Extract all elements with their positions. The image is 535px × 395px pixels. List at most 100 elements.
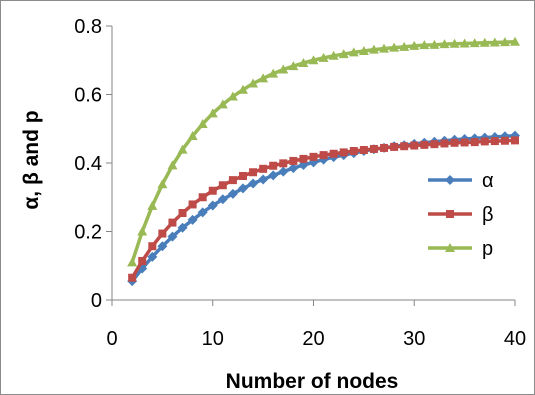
data-point-triangle — [419, 40, 430, 50]
data-point-triangle — [278, 64, 289, 74]
x-tick-label: 40 — [504, 328, 526, 350]
data-point-triangle — [258, 73, 269, 83]
data-point-square — [470, 138, 479, 147]
data-point-square — [450, 138, 459, 147]
legend-item: α — [428, 170, 494, 192]
legend-label: α — [482, 170, 494, 192]
data-point-square — [359, 145, 368, 154]
data-point-square — [289, 156, 298, 165]
series-triangle — [127, 36, 520, 267]
data-point-square — [138, 256, 147, 265]
y-axis-title: α, β and p — [20, 110, 43, 209]
data-point-square — [400, 142, 409, 151]
data-point-square — [128, 273, 137, 282]
x-tick-label: 20 — [302, 328, 324, 350]
data-point-diamond — [167, 231, 178, 242]
data-point-square — [490, 137, 499, 146]
axes: 0 0.2 0.4 0.6 0.8 0 10 20 30 40 — [74, 16, 526, 350]
x-tick-label: 10 — [202, 328, 224, 350]
data-point-square — [299, 154, 308, 163]
data-point-triangle — [137, 226, 148, 236]
data-point-square — [480, 137, 489, 146]
data-point-diamond — [187, 214, 198, 225]
data-point-diamond — [268, 170, 279, 181]
data-point-triangle — [445, 243, 455, 252]
data-point-square — [269, 161, 278, 170]
data-point-triangle — [298, 57, 309, 67]
data-point-square — [430, 140, 439, 149]
y-tick-label: 0.2 — [74, 222, 102, 244]
legend-item: β — [428, 204, 494, 226]
data-point-triangle — [227, 91, 238, 101]
y-tick-label: 0.4 — [74, 153, 102, 175]
data-point-square — [208, 186, 217, 195]
data-point-square — [329, 149, 338, 158]
legend-item: p — [428, 238, 493, 260]
x-tick-label: 30 — [403, 328, 425, 350]
data-point-square — [249, 168, 258, 177]
legend: αβp — [428, 170, 494, 260]
y-tick-label: 0.8 — [74, 16, 102, 38]
data-point-square — [420, 140, 429, 149]
legend-label: β — [482, 204, 494, 226]
data-point-triangle — [248, 78, 259, 88]
x-tick-label: 0 — [106, 328, 117, 350]
data-point-triangle — [167, 160, 178, 170]
data-point-diamond — [248, 178, 259, 189]
data-point-triangle — [368, 44, 379, 54]
data-point-square — [238, 172, 247, 181]
data-point-square — [309, 152, 318, 161]
data-point-square — [440, 139, 449, 148]
data-point-triangle — [308, 55, 319, 65]
data-point-square — [339, 148, 348, 157]
data-point-square — [148, 242, 157, 251]
data-point-square — [380, 143, 389, 152]
data-point-triangle — [288, 61, 299, 71]
data-point-square — [228, 176, 237, 185]
data-point-square — [168, 218, 177, 227]
data-point-square — [279, 159, 288, 168]
data-point-square — [460, 138, 469, 147]
data-point-triangle — [479, 37, 490, 47]
data-point-triangle — [379, 43, 390, 53]
data-point-triangle — [389, 42, 400, 52]
data-point-diamond — [207, 200, 218, 211]
data-point-square — [198, 193, 207, 202]
data-point-square — [178, 209, 187, 218]
data-point-square — [188, 200, 197, 209]
data-point-triangle — [268, 68, 279, 78]
data-point-triangle — [197, 118, 208, 128]
data-point-square — [511, 136, 519, 145]
data-point-triangle — [399, 41, 410, 51]
data-point-diamond — [157, 241, 168, 252]
data-point-square — [158, 229, 167, 238]
data-point-triangle — [358, 46, 369, 56]
data-point-diamond — [258, 174, 269, 185]
data-point-triangle — [207, 108, 218, 118]
data-point-triangle — [409, 40, 420, 50]
data-point-triangle — [439, 39, 450, 49]
data-point-square — [218, 181, 227, 190]
data-point-triangle — [177, 144, 188, 154]
data-point-triangle — [237, 84, 248, 94]
data-point-diamond — [217, 194, 228, 205]
x-axis-title: Number of nodes — [226, 370, 399, 393]
data-point-diamond — [278, 166, 289, 177]
data-point-diamond — [177, 222, 188, 233]
y-tick-label: 0 — [91, 290, 102, 312]
data-point-square — [500, 136, 509, 145]
data-point-diamond — [288, 163, 299, 174]
data-point-triangle — [348, 47, 359, 57]
data-point-triangle — [157, 179, 168, 189]
series-square — [128, 136, 519, 282]
data-point-triangle — [338, 49, 349, 59]
data-point-square — [446, 210, 454, 218]
legend-label: p — [482, 238, 493, 260]
data-point-triangle — [510, 36, 520, 46]
series-layer — [127, 36, 520, 287]
data-point-square — [390, 142, 399, 151]
data-point-diamond — [237, 183, 248, 194]
data-point-triangle — [318, 52, 329, 62]
data-point-triangle — [127, 257, 138, 267]
